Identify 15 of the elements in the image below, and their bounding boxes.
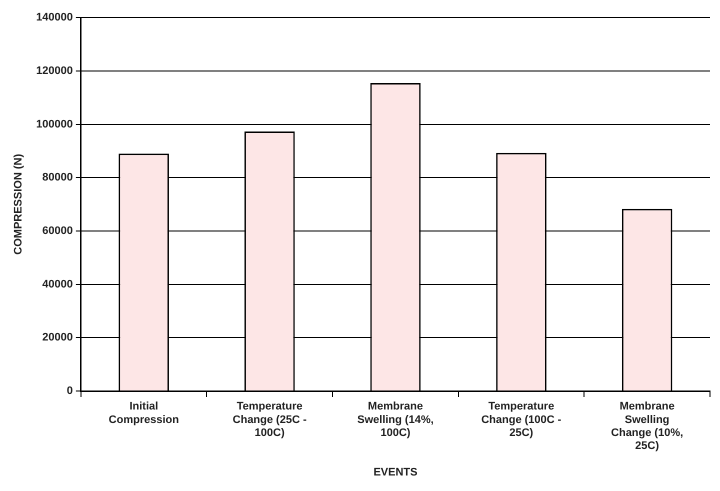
y-tick-label: 40000	[42, 278, 73, 290]
x-tick-label: Temperature Change (100C - 25C)	[481, 400, 562, 440]
y-tick-label: 80000	[42, 172, 73, 184]
x-axis-title: EVENTS	[373, 466, 418, 478]
y-tick-label: 20000	[42, 332, 73, 344]
x-tick-label: Initial Compression	[108, 400, 180, 426]
y-tick-label: 0	[66, 385, 73, 398]
x-tick-label: Membrane Swelling Change (10%, 25C)	[611, 400, 684, 452]
x-tick-label: Membrane Swelling (14%, 100C)	[357, 400, 434, 440]
y-axis-title: COMPRESSION (N)	[12, 154, 25, 255]
y-tick-label: 100000	[36, 118, 73, 130]
y-tick-label: 120000	[36, 64, 73, 77]
x-tick-label: Temperature Change (25C - 100C)	[232, 400, 307, 440]
y-tick-label: 140000	[36, 12, 73, 24]
y-tick-label: 60000	[42, 225, 73, 238]
